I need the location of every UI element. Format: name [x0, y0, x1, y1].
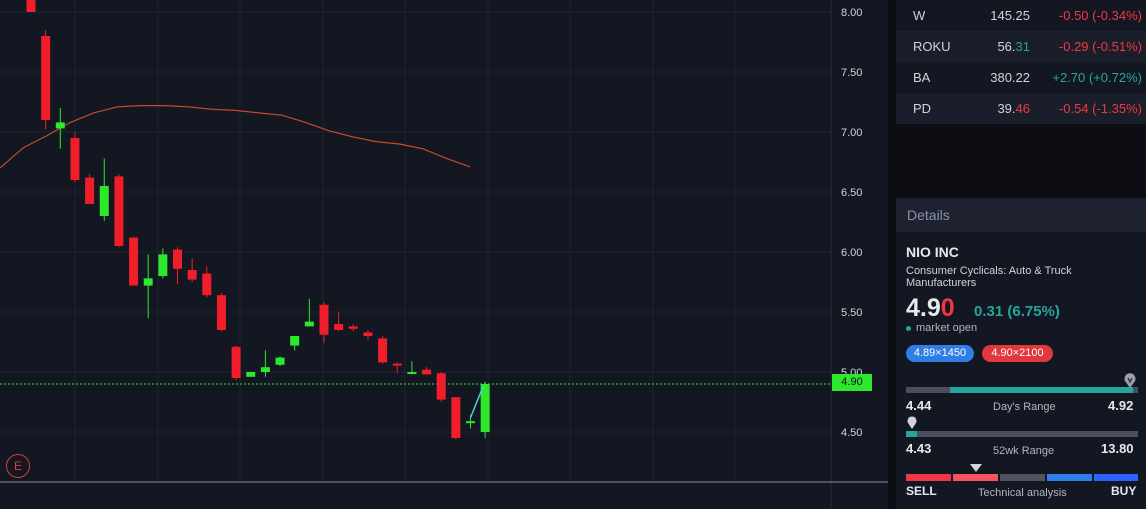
y-axis-tick-label: 6.50 [841, 187, 862, 199]
ta-buy-label: BUY [1111, 484, 1137, 498]
watchlist-change: -0.29 (-0.51%) [1058, 39, 1142, 54]
watchlist-change: +2.70 (+0.72%) [1052, 70, 1142, 85]
wk52-range-low: 4.43 [906, 441, 932, 456]
watchlist-row[interactable]: ROKU 56.31 -0.29 (-0.51%) [896, 31, 1146, 62]
days-range-low: 4.44 [906, 398, 932, 413]
ta-segment-sell [953, 474, 998, 481]
y-axis-tick-label: 8.00 [841, 7, 862, 19]
candle-body [26, 0, 36, 12]
price-change: 0.31 (6.75%) [974, 303, 1060, 320]
candle-body [363, 332, 373, 336]
candle-body [70, 138, 80, 180]
days-range-high: 4.92 [1108, 398, 1134, 413]
ta-pointer-icon [970, 464, 982, 472]
candle-body [422, 369, 432, 375]
ta-segment-strong-buy [1094, 474, 1138, 481]
candle-body [378, 338, 388, 363]
candle-body [436, 373, 446, 400]
candle-body [143, 278, 153, 286]
candle-body [407, 372, 417, 374]
wk52-range-marker-icon [907, 416, 917, 429]
wk52-range-high: 13.80 [1101, 441, 1134, 456]
wk52-range-bar [906, 431, 1138, 437]
candle-body [99, 186, 109, 216]
candle-body [246, 372, 256, 377]
market-status: market open [906, 322, 977, 334]
candle-body [129, 237, 139, 286]
watchlist-row[interactable]: PD 39.46 -0.54 (-1.35%) [896, 93, 1146, 124]
days-range-marker-icon [1124, 373, 1136, 388]
candle-body [202, 273, 212, 296]
candle-body [216, 295, 226, 330]
candle-body [85, 177, 95, 204]
candle-body [173, 249, 182, 269]
ask-button[interactable]: 4.90×2100 [982, 345, 1053, 362]
candle-body [114, 176, 124, 246]
last-price-tag: 4.90 [832, 374, 872, 391]
candle-body [480, 384, 490, 432]
candle-body [275, 357, 285, 365]
candle-body [231, 346, 241, 378]
watchlist-change: -0.50 (-0.34%) [1058, 8, 1142, 23]
candle-body [466, 421, 475, 424]
watchlist-symbol: PD [913, 101, 932, 116]
candlestick-chart[interactable]: 8.007.507.006.506.005.505.004.50 [0, 0, 888, 509]
watchlist-row[interactable]: BA 380.22 +2.70 (+0.72%) [896, 62, 1146, 93]
watchlist-symbol: ROKU [913, 39, 951, 54]
y-axis-tick-label: 5.50 [841, 307, 862, 319]
ta-segment-neutral [1000, 474, 1045, 481]
watchlist-price: 145.25 [990, 8, 1030, 23]
y-axis-tick-label: 7.00 [841, 127, 862, 139]
wk52-range-label: 52wk Range [993, 445, 1055, 457]
status-dot-icon [906, 325, 911, 331]
company-name: NIO INC [906, 244, 959, 260]
last-price: 4.90 [906, 294, 955, 322]
days-range-bar [906, 387, 1138, 393]
watchlist-change: -0.54 (-1.35%) [1058, 101, 1142, 116]
candle-body [392, 363, 402, 366]
days-range-label: Day's Range [993, 401, 1056, 413]
candle-body [451, 397, 461, 438]
details-header[interactable]: Details [896, 198, 1146, 232]
watchlist-row[interactable]: W 145.25 -0.50 (-0.34%) [896, 0, 1146, 31]
trend-link-line [469, 386, 484, 418]
days-range-fill [950, 387, 1134, 393]
y-axis-tick-label: 4.50 [841, 427, 862, 439]
candle-body [41, 36, 51, 120]
watchlist-price: 39.46 [997, 101, 1030, 116]
candle-body [55, 122, 65, 129]
candle-body [304, 321, 314, 327]
watchlist-symbol: BA [913, 70, 931, 85]
watchlist-symbol: W [913, 8, 926, 23]
ta-label[interactable]: Technical analysis [978, 487, 1067, 499]
earnings-marker[interactable]: E [6, 454, 30, 478]
candle-body [187, 270, 197, 280]
y-axis-tick-label: 6.00 [841, 247, 862, 259]
price-chart[interactable]: 8.00 7.50 7.00 6.50 6.00 5.50 5.00 4.50 4.90 E [0, 0, 888, 509]
candle-body [290, 336, 300, 346]
wk52-range-fill [906, 431, 917, 437]
bid-button[interactable]: 4.89×1450 [906, 345, 974, 362]
candle-body [348, 326, 358, 329]
panel-separator [896, 124, 1146, 198]
y-axis-tick-label: 7.50 [841, 67, 862, 79]
sector-label: Consumer Cyclicals: Auto & Truck Manufac… [906, 265, 1072, 289]
ta-segment-buy [1047, 474, 1092, 481]
ta-sell-label: SELL [906, 484, 937, 498]
candle-body [260, 367, 270, 372]
candle-body [158, 254, 168, 276]
side-panel: W 145.25 -0.50 (-0.34%) ROKU 56.31 -0.29… [896, 0, 1146, 509]
ta-segment-strong-sell [906, 474, 951, 481]
candle-body [319, 304, 329, 335]
moving-average-line [0, 104, 471, 169]
watchlist-price: 56.31 [997, 39, 1030, 54]
candle-body [334, 324, 344, 330]
panel-divider[interactable] [888, 0, 896, 509]
watchlist-price: 380.22 [990, 70, 1030, 85]
